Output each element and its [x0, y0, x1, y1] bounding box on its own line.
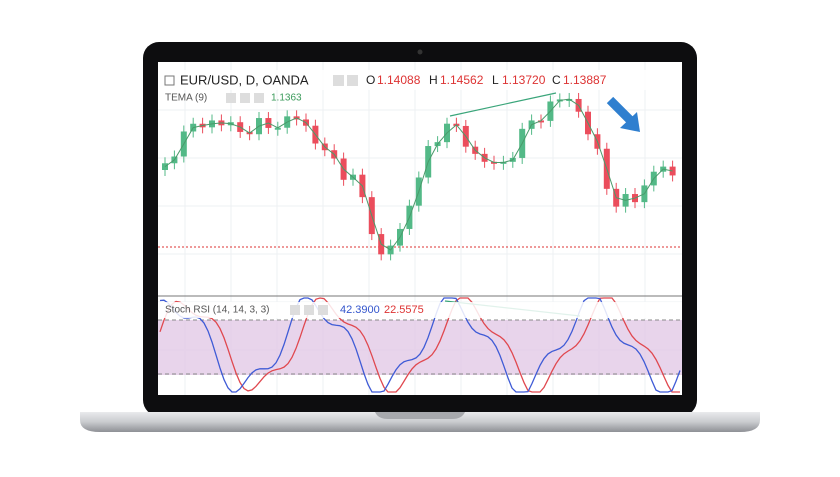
icon[interactable]: [333, 75, 344, 86]
icon[interactable]: [347, 75, 358, 86]
icon[interactable]: [240, 93, 250, 103]
ohlc-value: 1.14562: [440, 73, 484, 87]
icon[interactable]: [290, 305, 300, 315]
ohlc-label: H: [429, 73, 438, 87]
laptop-base: [80, 412, 760, 432]
icon[interactable]: [164, 75, 175, 86]
header-bg: [158, 70, 682, 90]
stoch-k: 42.3900: [340, 304, 380, 316]
tema-line: [164, 98, 673, 251]
candle: [566, 98, 573, 101]
icon[interactable]: [318, 305, 328, 315]
trend-line: [449, 92, 557, 117]
tema-label: TEMA (9): [165, 93, 207, 104]
arrow-head: [620, 112, 640, 132]
stoch-label: Stoch RSI (14, 14, 3, 3): [165, 305, 270, 316]
tema-value: 1.1363: [271, 93, 302, 104]
icon[interactable]: [304, 305, 314, 315]
ohlc-value: 1.13887: [563, 73, 607, 87]
ohlc-value: 1.13720: [502, 73, 546, 87]
candle: [274, 127, 281, 130]
stoch-band: [158, 320, 682, 375]
symbol: EUR/USD, D, OANDA: [180, 72, 309, 87]
ohlc-label: C: [552, 73, 561, 87]
ohlc-label: L: [492, 73, 499, 87]
icon[interactable]: [254, 93, 264, 103]
stoch-header-bg: [158, 302, 682, 318]
stoch-d: 22.5575: [384, 304, 424, 316]
stoch-k-line: [159, 297, 681, 393]
camera: [417, 49, 423, 55]
candles: [162, 92, 676, 261]
notch: [375, 412, 465, 419]
icon[interactable]: [226, 93, 236, 103]
candle: [538, 120, 544, 123]
arrow: [606, 96, 636, 126]
ohlc-label: O: [366, 73, 375, 87]
ohlc-value: 1.14088: [377, 73, 421, 87]
